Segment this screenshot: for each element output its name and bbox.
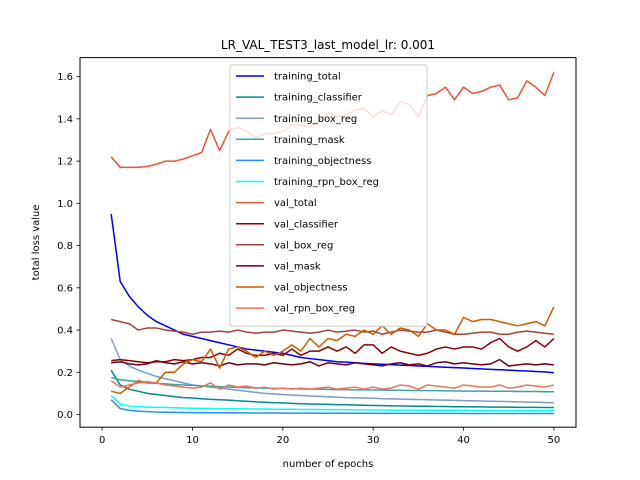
legend-frame	[229, 64, 428, 327]
series-line-training-objectness	[110, 399, 554, 415]
series-line-val-rpn-box-reg	[110, 380, 555, 390]
series-line-training-box-reg	[110, 338, 554, 404]
legend-label: training_objectness	[274, 156, 371, 167]
series-line-val-classifier	[111, 337, 555, 364]
legend-item-val-classifier: val_classifier	[236, 219, 339, 230]
legend-label: val_classifier	[274, 219, 339, 230]
x-tick-label: 50	[547, 435, 560, 446]
x-tick-label: 10	[186, 435, 199, 446]
y-tick-label: 0.0	[57, 410, 73, 421]
y-tick-label: 1.2	[57, 157, 73, 168]
series-line-val-mask	[111, 358, 554, 367]
x-axis-label: number of epochs	[283, 459, 374, 470]
plot-area	[79, 57, 577, 428]
y-tick-label: 0.8	[57, 241, 73, 252]
legend-item-val-rpn-box-reg: val_rpn_box_reg	[236, 304, 355, 315]
legend-label: val_rpn_box_reg	[274, 304, 355, 315]
chart-title: LR_VAL_TEST3_last_model_lr: 0.001	[221, 38, 435, 52]
y-axis-ticks: 0.0 0.2 0.4 0.6 0.8 1.0 1.2 1.4 1.6	[57, 72, 80, 421]
legend-label: training_total	[274, 72, 341, 83]
x-tick-label: 40	[457, 435, 470, 446]
x-tick-label: 20	[276, 435, 289, 446]
legend: training_total training_classifiertrainin…	[229, 64, 428, 327]
legend-items: training_total training_classifiertrainin…	[236, 72, 379, 315]
series-line-training-total	[110, 213, 554, 374]
series-line-val-objectness	[110, 306, 555, 395]
axes-frame	[79, 57, 577, 428]
legend-label: val_box_reg	[274, 240, 333, 251]
legend-label: val_total	[274, 198, 317, 209]
y-tick-label: 0.4	[57, 326, 73, 337]
series-line-val-box-reg	[110, 318, 554, 336]
legend-label: training_rpn_box_reg	[274, 177, 379, 188]
legend-item-val-total: val_total	[236, 198, 317, 209]
series-line-training-mask	[110, 376, 554, 393]
series-line-training-rpn-box-reg	[110, 394, 554, 412]
y-tick-label: 1.6	[57, 72, 73, 83]
legend-item-val-mask: val_mask	[236, 262, 321, 273]
series-line-training-classifier	[110, 369, 554, 409]
legend-label: val_objectness	[274, 283, 348, 294]
y-tick-label: 0.6	[57, 283, 73, 294]
x-tick-label: 30	[367, 435, 380, 446]
legend-label: training_box_reg	[274, 114, 357, 125]
legend-label: training_classifier	[274, 93, 363, 104]
legend-item-training-classifier: training_classifier	[236, 93, 363, 104]
y-tick-label: 0.2	[57, 368, 73, 379]
legend-label: training_mask	[274, 135, 345, 146]
y-tick-label: 1.4	[57, 114, 73, 125]
legend-item-training-objectness: training_objectness	[236, 156, 371, 167]
x-tick-label: 0	[99, 435, 105, 446]
x-axis-ticks: 0 10 20 30 40 50	[99, 427, 560, 446]
legend-item-val-objectness: val_objectness	[236, 283, 348, 294]
legend-item-val-box-reg: val_box_reg	[236, 240, 333, 251]
legend-item-training-total: training_total	[236, 72, 341, 83]
legend-item-training-box-reg: training_box_reg	[236, 114, 357, 125]
legend-label: val_mask	[274, 262, 321, 273]
legend-item-training-mask: training_mask	[236, 135, 345, 146]
legend-item-training-rpn-box-reg: training_rpn_box_reg	[236, 177, 379, 188]
y-axis-label: total loss value	[31, 204, 42, 280]
series-layer	[110, 72, 555, 415]
y-tick-label: 1.0	[57, 199, 73, 210]
